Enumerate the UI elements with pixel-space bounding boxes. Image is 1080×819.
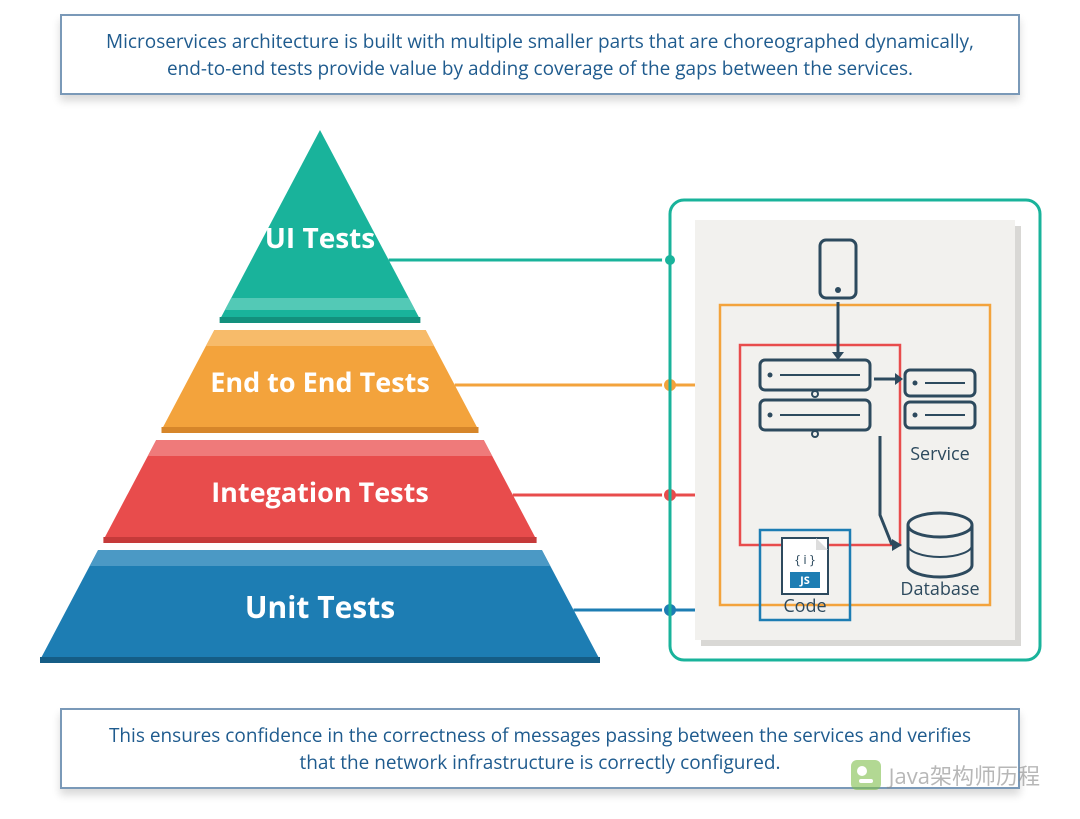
pyramid-level-int-accent	[148, 440, 492, 456]
scope-integration-box	[740, 345, 900, 545]
watermark: Java架构师历程	[851, 759, 1040, 791]
code-file-icon	[782, 538, 828, 594]
scope-dot-e2e	[714, 379, 726, 391]
scope-dot-ui	[664, 254, 676, 266]
arrowhead-icon	[892, 539, 902, 551]
scope-ui-box	[670, 200, 1040, 660]
paper-panel	[695, 220, 1015, 640]
server-icon-3	[905, 370, 975, 396]
pyramid-level-ui	[220, 130, 421, 320]
diagram-stage: UI Tests End to End Tests Integation Tests…	[0, 0, 1080, 819]
pyramid-label-e2e: End to End Tests	[210, 363, 430, 400]
js-badge-text: JS	[799, 573, 810, 588]
phone-home-button-icon	[835, 287, 841, 293]
testing-pyramid: UI Tests End to End Tests Integation Tests…	[40, 130, 600, 660]
connector-dot-e2e	[663, 378, 677, 392]
architecture-panel: Service Database { i } JS Code	[670, 200, 1040, 660]
watermark-text: Java架构师历程	[889, 759, 1040, 791]
code-label: Code	[783, 594, 826, 618]
pyramid-label-ui: UI Tests	[265, 219, 375, 257]
phone-icon	[820, 240, 856, 298]
database-icon	[908, 513, 972, 537]
connectors-layer	[389, 253, 766, 617]
pyramid-level-ui-accent	[225, 298, 415, 310]
connector-dot-ui	[663, 253, 677, 267]
connector-dot-unit	[663, 603, 677, 617]
pyramid-level-int	[103, 440, 536, 540]
scope-unit-box	[760, 530, 850, 620]
top-description-box: Microservices architecture is built with…	[60, 14, 1020, 95]
pyramid-level-unit-accent	[90, 550, 551, 566]
top-description-text: Microservices architecture is built with…	[106, 28, 974, 81]
scope-dot-int	[734, 489, 746, 501]
arrowhead-icon	[832, 352, 844, 360]
pyramid-label-unit: Unit Tests	[245, 586, 395, 627]
pyramid-level-e2e-accent	[206, 330, 434, 346]
code-braces-text: { i }	[795, 550, 815, 568]
server-icon-4	[905, 402, 975, 428]
database-label: Database	[900, 577, 979, 601]
pyramid-level-unit	[40, 550, 600, 660]
arrowhead-icon	[895, 373, 903, 385]
bottom-description-text: This ensures confidence in the correctne…	[109, 722, 971, 775]
pyramid-level-e2e	[162, 330, 479, 430]
scope-dot-unit	[754, 604, 766, 616]
scope-e2e-box	[720, 305, 990, 605]
service-label: Service	[910, 442, 970, 466]
connector-dot-int	[663, 488, 677, 502]
arrow-service-to-db	[880, 436, 892, 545]
server-icon-2	[760, 400, 870, 430]
server-icon-1	[760, 360, 870, 390]
paper-shadow	[701, 226, 1021, 646]
pyramid-label-int: Integation Tests	[211, 473, 429, 510]
wechat-icon	[851, 760, 881, 790]
